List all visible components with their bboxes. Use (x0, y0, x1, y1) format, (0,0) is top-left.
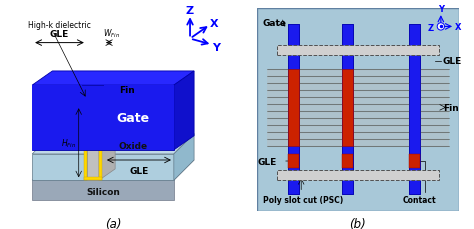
Text: Y: Y (438, 5, 444, 14)
Polygon shape (32, 160, 194, 180)
Bar (104, 86, 174, 150)
Text: Oxide: Oxide (119, 142, 148, 151)
Polygon shape (99, 104, 102, 180)
Circle shape (437, 24, 445, 31)
Text: GLE: GLE (50, 29, 69, 38)
Polygon shape (84, 177, 102, 180)
Bar (267, 70, 449, 146)
Text: High-k dielectric: High-k dielectric (28, 21, 91, 30)
Bar (288, 70, 299, 146)
Text: X: X (210, 19, 219, 29)
Text: Fin: Fin (443, 104, 459, 112)
Bar (342, 70, 353, 146)
Text: Poly slot cut (PSC): Poly slot cut (PSC) (263, 195, 343, 204)
Bar (409, 154, 420, 168)
Polygon shape (32, 180, 174, 201)
Bar (409, 25, 420, 195)
Text: (a): (a) (105, 217, 121, 229)
Polygon shape (87, 106, 99, 180)
Text: Gate: Gate (117, 112, 150, 124)
Text: X: X (455, 23, 461, 32)
Text: GLE: GLE (129, 166, 148, 175)
Bar (277, 170, 439, 180)
Text: Z: Z (186, 6, 194, 16)
Bar (32, 86, 82, 150)
Text: Fin: Fin (119, 86, 135, 95)
Polygon shape (32, 86, 174, 150)
Bar (342, 25, 353, 195)
Polygon shape (32, 134, 194, 154)
Text: Contact: Contact (402, 195, 436, 204)
Text: GLE: GLE (443, 57, 462, 66)
Text: Z: Z (428, 24, 434, 33)
Bar (288, 154, 299, 168)
Text: Gate: Gate (263, 19, 287, 28)
Text: $W_{Fin}$: $W_{Fin}$ (102, 27, 119, 39)
Text: GLE: GLE (258, 157, 277, 166)
Bar (342, 25, 353, 195)
Text: $H_{Fin}$: $H_{Fin}$ (61, 137, 77, 149)
Bar (288, 25, 299, 195)
Polygon shape (32, 72, 194, 86)
Bar (277, 45, 439, 55)
Bar (288, 25, 299, 195)
Polygon shape (84, 104, 87, 180)
Text: Silicon: Silicon (86, 187, 120, 196)
Polygon shape (174, 72, 194, 150)
Polygon shape (174, 134, 194, 180)
Text: Y: Y (212, 42, 220, 52)
Text: (b): (b) (349, 217, 366, 229)
Bar (342, 154, 353, 168)
Polygon shape (87, 95, 115, 106)
Polygon shape (32, 154, 174, 180)
Bar (409, 25, 420, 195)
Polygon shape (99, 95, 115, 180)
